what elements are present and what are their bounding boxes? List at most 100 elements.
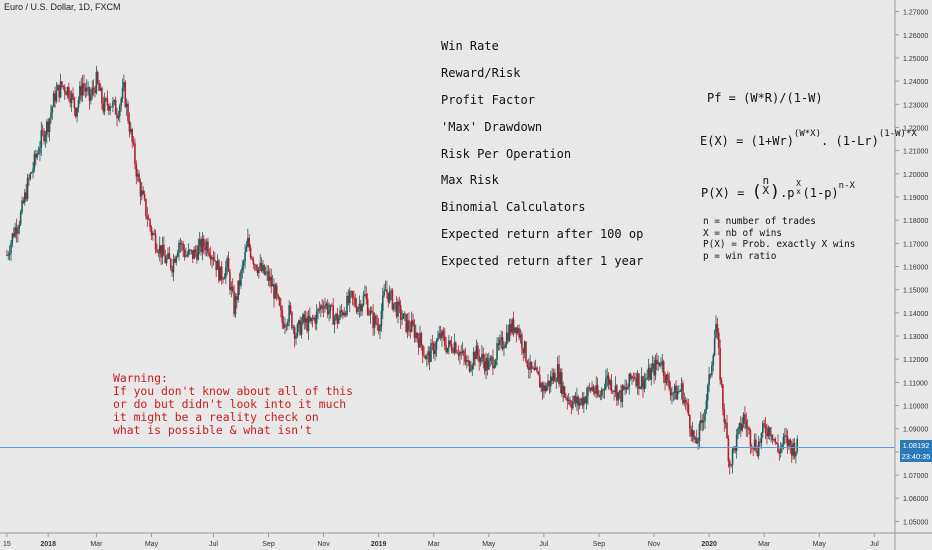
menu-item-max-drawdown[interactable]: 'Max' Drawdown	[441, 119, 543, 134]
candle-body	[430, 343, 432, 362]
candle-body	[468, 361, 471, 372]
candle-body	[617, 392, 620, 401]
candle-body	[7, 255, 10, 256]
candle-body	[647, 367, 650, 378]
candle-body	[700, 420, 702, 424]
candle-body	[694, 438, 697, 440]
menu-item-expected-return-100[interactable]: Expected return after 100 op	[441, 227, 644, 242]
candle-body	[10, 242, 12, 254]
candle-body	[427, 351, 430, 356]
candle-body	[713, 338, 716, 356]
candle-body	[756, 450, 759, 456]
menu-item-max-risk[interactable]: Max Risk	[441, 173, 499, 188]
candle-body	[755, 439, 757, 451]
candle-body	[43, 131, 45, 142]
time-tick-label: Nov	[317, 541, 330, 548]
candle-body	[570, 404, 573, 409]
candle-body	[764, 424, 767, 433]
candle-body	[657, 362, 659, 365]
candle-body	[753, 439, 756, 449]
candle-body	[191, 250, 194, 259]
candle-body	[236, 296, 238, 300]
candle-body	[483, 360, 486, 371]
candle-body	[94, 89, 96, 94]
candle-body	[92, 87, 95, 90]
candle-body	[163, 244, 165, 256]
note-line: X = nb of wins	[703, 227, 783, 239]
candle-body	[566, 397, 569, 401]
time-tick-label: May	[145, 541, 159, 548]
candle-body	[676, 391, 679, 400]
candle-body	[633, 377, 636, 379]
candle-body	[668, 379, 670, 389]
candle-body	[790, 445, 793, 456]
candle-body	[353, 297, 355, 299]
candle-body	[107, 105, 110, 111]
menu-item-profit-factor[interactable]: Profit Factor	[441, 92, 535, 107]
time-tick-label: Mar	[428, 541, 441, 548]
candle-body	[41, 130, 44, 132]
ex-exponent-losses: (1-W)*X	[878, 129, 917, 139]
candle-body	[609, 380, 611, 385]
candle-body	[465, 360, 468, 363]
candle-body	[716, 323, 719, 333]
menu-item-win-rate[interactable]: Win Rate	[441, 39, 499, 53]
candle-body	[259, 262, 262, 268]
candle-body	[292, 327, 295, 329]
candle-body	[134, 143, 136, 164]
menu-item-reward-risk[interactable]: Reward/Risk	[441, 65, 521, 80]
candle-body	[510, 324, 512, 333]
candle-body	[470, 368, 472, 372]
candle-body	[190, 250, 193, 251]
candle-body	[270, 276, 273, 287]
menu-item-binomial-calculators[interactable]: Binomial Calculators	[441, 200, 586, 215]
candle-body	[346, 295, 348, 316]
symbol-title[interactable]: Euro / U.S. Dollar, 1D, FXCM	[4, 2, 121, 12]
candle-body	[35, 153, 37, 158]
candle-body	[665, 374, 668, 383]
candle-body	[649, 367, 651, 380]
candle-body	[719, 347, 721, 381]
candle-body	[673, 385, 676, 393]
candle-body	[63, 86, 66, 93]
candle-body	[118, 105, 121, 116]
candle-body	[297, 320, 300, 325]
menu-item-risk-per-operation[interactable]: Risk Per Operation	[441, 146, 572, 161]
menu-item-expected-return-1y[interactable]: Expected return after 1 year	[441, 254, 644, 269]
candle-body	[19, 212, 22, 225]
price-tick-label: 1.20000	[903, 172, 928, 179]
candle-body	[717, 332, 720, 348]
candle-body	[705, 400, 708, 410]
candle-body	[492, 356, 494, 369]
candle-body	[269, 276, 271, 281]
candle-body	[69, 97, 72, 104]
candle-body	[220, 266, 223, 279]
candle-body	[267, 271, 270, 281]
candle-body	[669, 388, 672, 396]
candle-body	[355, 305, 358, 312]
pf-formula-text: Pf = (W*R)/(1-W)	[707, 91, 823, 105]
candle-body	[655, 359, 658, 365]
candle-body	[565, 397, 567, 399]
candle-body	[446, 347, 449, 353]
candle-body	[479, 358, 482, 363]
candle-body	[684, 399, 687, 403]
candle-body	[675, 385, 677, 400]
candle-body	[364, 293, 366, 296]
candle-body	[577, 396, 580, 406]
candle-body	[18, 224, 21, 230]
candle-body	[600, 389, 603, 396]
candle-body	[397, 301, 399, 317]
candle-body	[32, 168, 34, 173]
candle-body	[771, 434, 774, 440]
candle-body	[326, 303, 329, 315]
candle-body	[434, 349, 436, 355]
candle-body	[120, 98, 122, 106]
candle-body	[606, 375, 609, 379]
candle-body	[551, 376, 553, 381]
candle-body	[152, 233, 154, 236]
candle-body	[12, 233, 15, 237]
candle-body	[337, 317, 340, 324]
candle-body	[365, 293, 368, 299]
